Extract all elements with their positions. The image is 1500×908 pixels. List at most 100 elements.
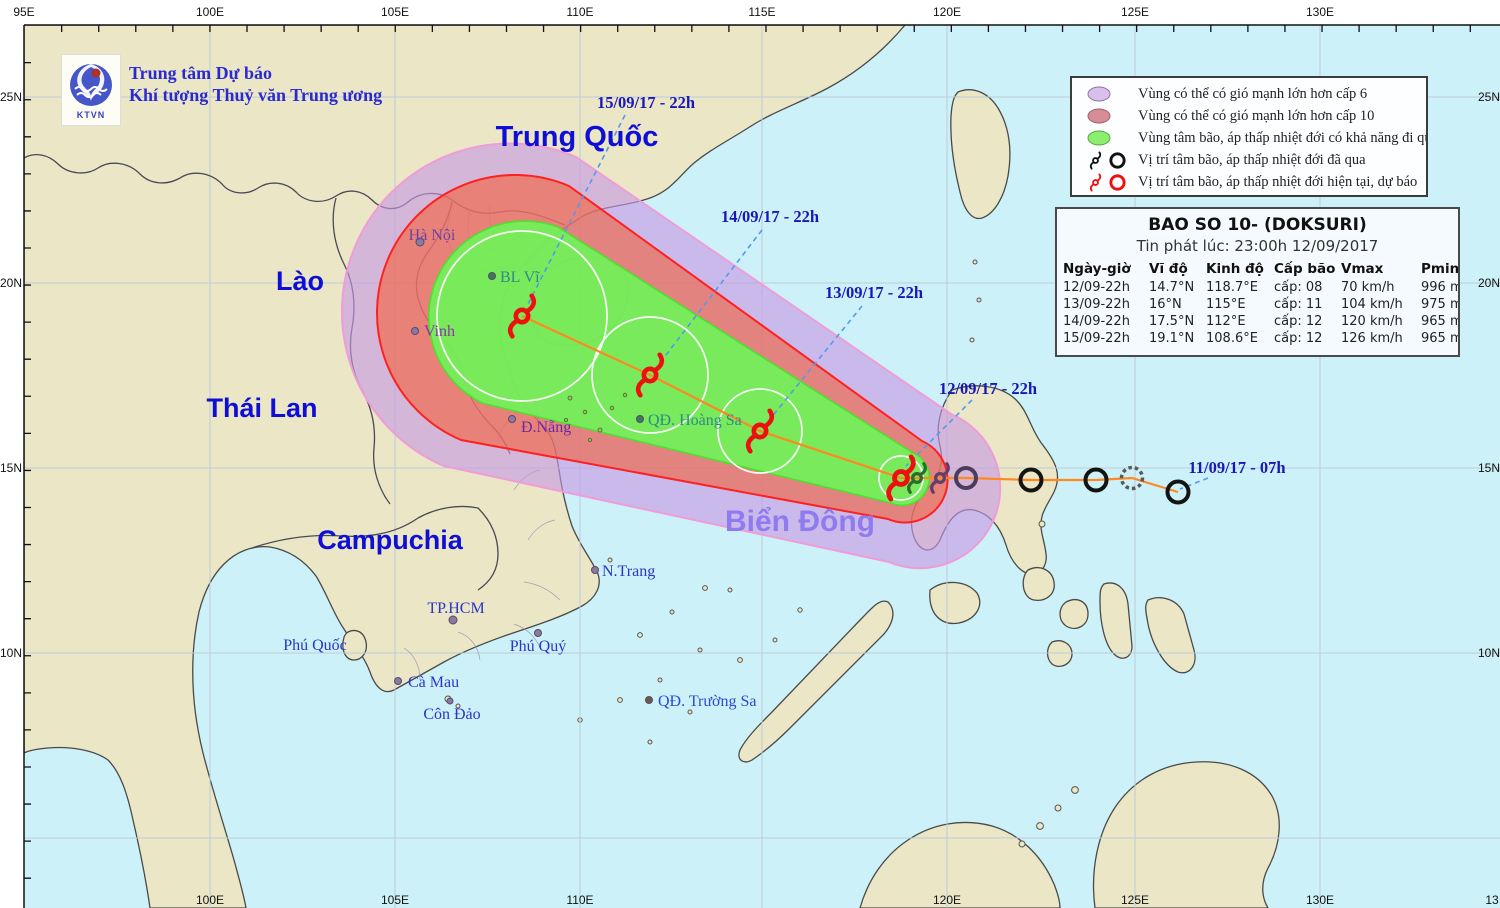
lon-label-bottom-110: 110E [566, 893, 593, 907]
lon-label-top-130: 130E [1306, 5, 1334, 19]
legend-swatch-cap6 [1086, 85, 1138, 103]
cell: 126 km/h [1341, 331, 1403, 346]
forecast-table-header: Ngày-giờ Vĩ độ Kinh độ Cấp bão Vmax Pmin [1063, 260, 1458, 279]
left-axis-band [0, 25, 24, 908]
borneo-island [859, 821, 1061, 908]
cell: 965 mb [1421, 331, 1458, 346]
lon-label-top-110: 110E [566, 5, 593, 19]
track-date-label-15: 15/09/17 - 22h [597, 93, 695, 112]
region-label-china: Trung Quốc [496, 121, 659, 153]
city-label-camau: Cà Mau [408, 674, 459, 691]
axis-labels: 95E 100E 105E 110E 115E 120E 125E 130E 1… [0, 5, 1500, 907]
legend-row-cap10: Vùng có thể có gió mạnh lớn hơn cấp 10 [1086, 105, 1426, 127]
visayas-island-2 [1059, 599, 1089, 629]
agency-title-line2: Khí tượng Thuỷ văn Trung ương [129, 85, 383, 105]
track-date-label-11: 11/09/17 - 07h [1188, 458, 1285, 477]
cell: 13/09-22h [1063, 297, 1130, 312]
past-position-markers [907, 462, 1191, 505]
palawan-island [738, 600, 894, 763]
lat-label-right-20: 20N [1478, 276, 1500, 290]
legend-label: Vùng có thể có gió mạnh lớn hơn cấp 10 [1138, 107, 1375, 124]
past-position-circle-dashed [1119, 465, 1145, 491]
cell: 108.6°E [1206, 331, 1258, 346]
forecast-table-row: 12/09-22h 14.7°N 118.7°E cấp: 08 70 km/h… [1063, 279, 1458, 296]
city-label-phuquoc: Phú Quốc [283, 637, 347, 654]
legend-swatch-past [1086, 150, 1138, 170]
col-header: Pmin [1421, 261, 1460, 277]
island-label-hoangsa: QĐ. Hoàng Sa [648, 412, 742, 429]
cell: 12/09-22h [1063, 280, 1130, 295]
lon-label-bottom-120: 120E [933, 893, 961, 907]
legend-row-center: Vùng tâm bão, áp thấp nhiệt đới có khả n… [1086, 127, 1426, 149]
lat-label-right-10: 10N [1478, 646, 1500, 660]
red-typhoon-icon [1089, 172, 1102, 192]
lat-label-right-25: 25N [1478, 90, 1500, 104]
lat-label-right-15: 15N [1478, 461, 1500, 475]
col-header: Kinh độ [1206, 261, 1264, 277]
track-date-label-14: 14/09/17 - 22h [721, 207, 819, 226]
forecast-table-row: 14/09-22h 17.5°N 112°E cấp: 12 120 km/h … [1063, 313, 1458, 330]
ktvn-logo-icon [70, 63, 112, 106]
agency-logo: KTVN [61, 54, 121, 126]
legend-label: Vùng tâm bão, áp thấp nhiệt đới có khả n… [1138, 129, 1428, 146]
black-typhoon-icon [1089, 150, 1102, 170]
cell: 120 km/h [1341, 314, 1403, 329]
lon-label-top-115: 115E [748, 5, 775, 19]
red-circle-icon [1109, 173, 1126, 191]
forecast-table-row: 15/09-22h 19.1°N 108.6°E cấp: 12 126 km/… [1063, 330, 1458, 347]
city-label-phuquy: Phú Quý [510, 638, 566, 655]
lat-label-left-20: 20N [0, 276, 22, 290]
island-label-truongsa: QĐ. Trường Sa [658, 693, 757, 710]
cell: 14.7°N [1149, 280, 1195, 295]
forecast-table-row: 13/09-22h 16°N 115°E cấp: 11 104 km/h 97… [1063, 296, 1458, 313]
lon-label-top-120: 120E [933, 5, 961, 19]
taiwan-island [950, 89, 1011, 220]
visayas-island-1 [1022, 567, 1055, 601]
legend-label: Vị trí tâm bão, áp thấp nhiệt đới hiện t… [1138, 173, 1418, 190]
cell: 115°E [1206, 297, 1246, 312]
lon-label-top-100: 100E [196, 5, 224, 19]
track-date-label-12: 12/09/17 - 22h [939, 379, 1037, 398]
cell: 15/09-22h [1063, 331, 1130, 346]
agency-title: Trung tâm Dự báo Khí tượng Thuỷ văn Trun… [129, 54, 382, 106]
col-header: Cấp bão [1274, 261, 1336, 277]
cell: cấp: 12 [1274, 331, 1323, 346]
legend-label: Vị trí tâm bão, áp thấp nhiệt đới đã qua [1138, 151, 1366, 168]
cell: 16°N [1149, 297, 1182, 312]
cell: 975 mb [1421, 297, 1458, 312]
cell: 19.1°N [1149, 331, 1195, 346]
track-date-label-13: 13/09/17 - 22h [825, 283, 923, 302]
col-header: Vmax [1341, 261, 1384, 277]
green-ellipse-icon [1087, 130, 1111, 146]
storm-issued-time: Tin phát lúc: 23:00h 12/09/2017 [1136, 237, 1379, 255]
cell: 965 mb [1421, 314, 1458, 329]
past-position-circle [1165, 479, 1191, 505]
island-label-bachlongvi: BL Vĩ [500, 269, 540, 286]
mindoro-island [929, 581, 981, 625]
legend-swatch-current [1086, 172, 1138, 192]
lat-label-left-25: 25N [0, 90, 22, 104]
samar-leyte-island [1145, 597, 1196, 674]
city-label-hanoi: Hà Nội [409, 227, 456, 244]
cell: cấp: 11 [1274, 297, 1323, 312]
lon-label-bottom-100: 100E [196, 893, 224, 907]
cell: cấp: 08 [1274, 280, 1323, 295]
city-label-condao: Côn Đảo [423, 706, 480, 723]
lat-label-left-10: 10N [0, 646, 22, 660]
past-position-circle [1018, 467, 1044, 493]
map-legend: Vùng có thể có gió mạnh lớn hơn cấp 6 Vù… [1070, 76, 1428, 197]
lon-label-top-125: 125E [1121, 5, 1149, 19]
col-header: Ngày-giờ [1063, 261, 1131, 277]
small-island-specks [444, 259, 1079, 848]
past-position-circle [954, 466, 978, 490]
cell: 14/09-22h [1063, 314, 1130, 329]
cell: 70 km/h [1341, 280, 1395, 295]
city-dots [394, 237, 653, 705]
lon-label-top-95: 95E [13, 5, 34, 19]
lon-label-top-105: 105E [381, 5, 409, 19]
region-label-thailand: Thái Lan [206, 393, 317, 423]
forecast-table: Ngày-giờ Vĩ độ Kinh độ Cấp bão Vmax Pmin… [1057, 260, 1458, 347]
cell: 112°E [1206, 314, 1246, 329]
date-leader-lines [526, 114, 1209, 490]
